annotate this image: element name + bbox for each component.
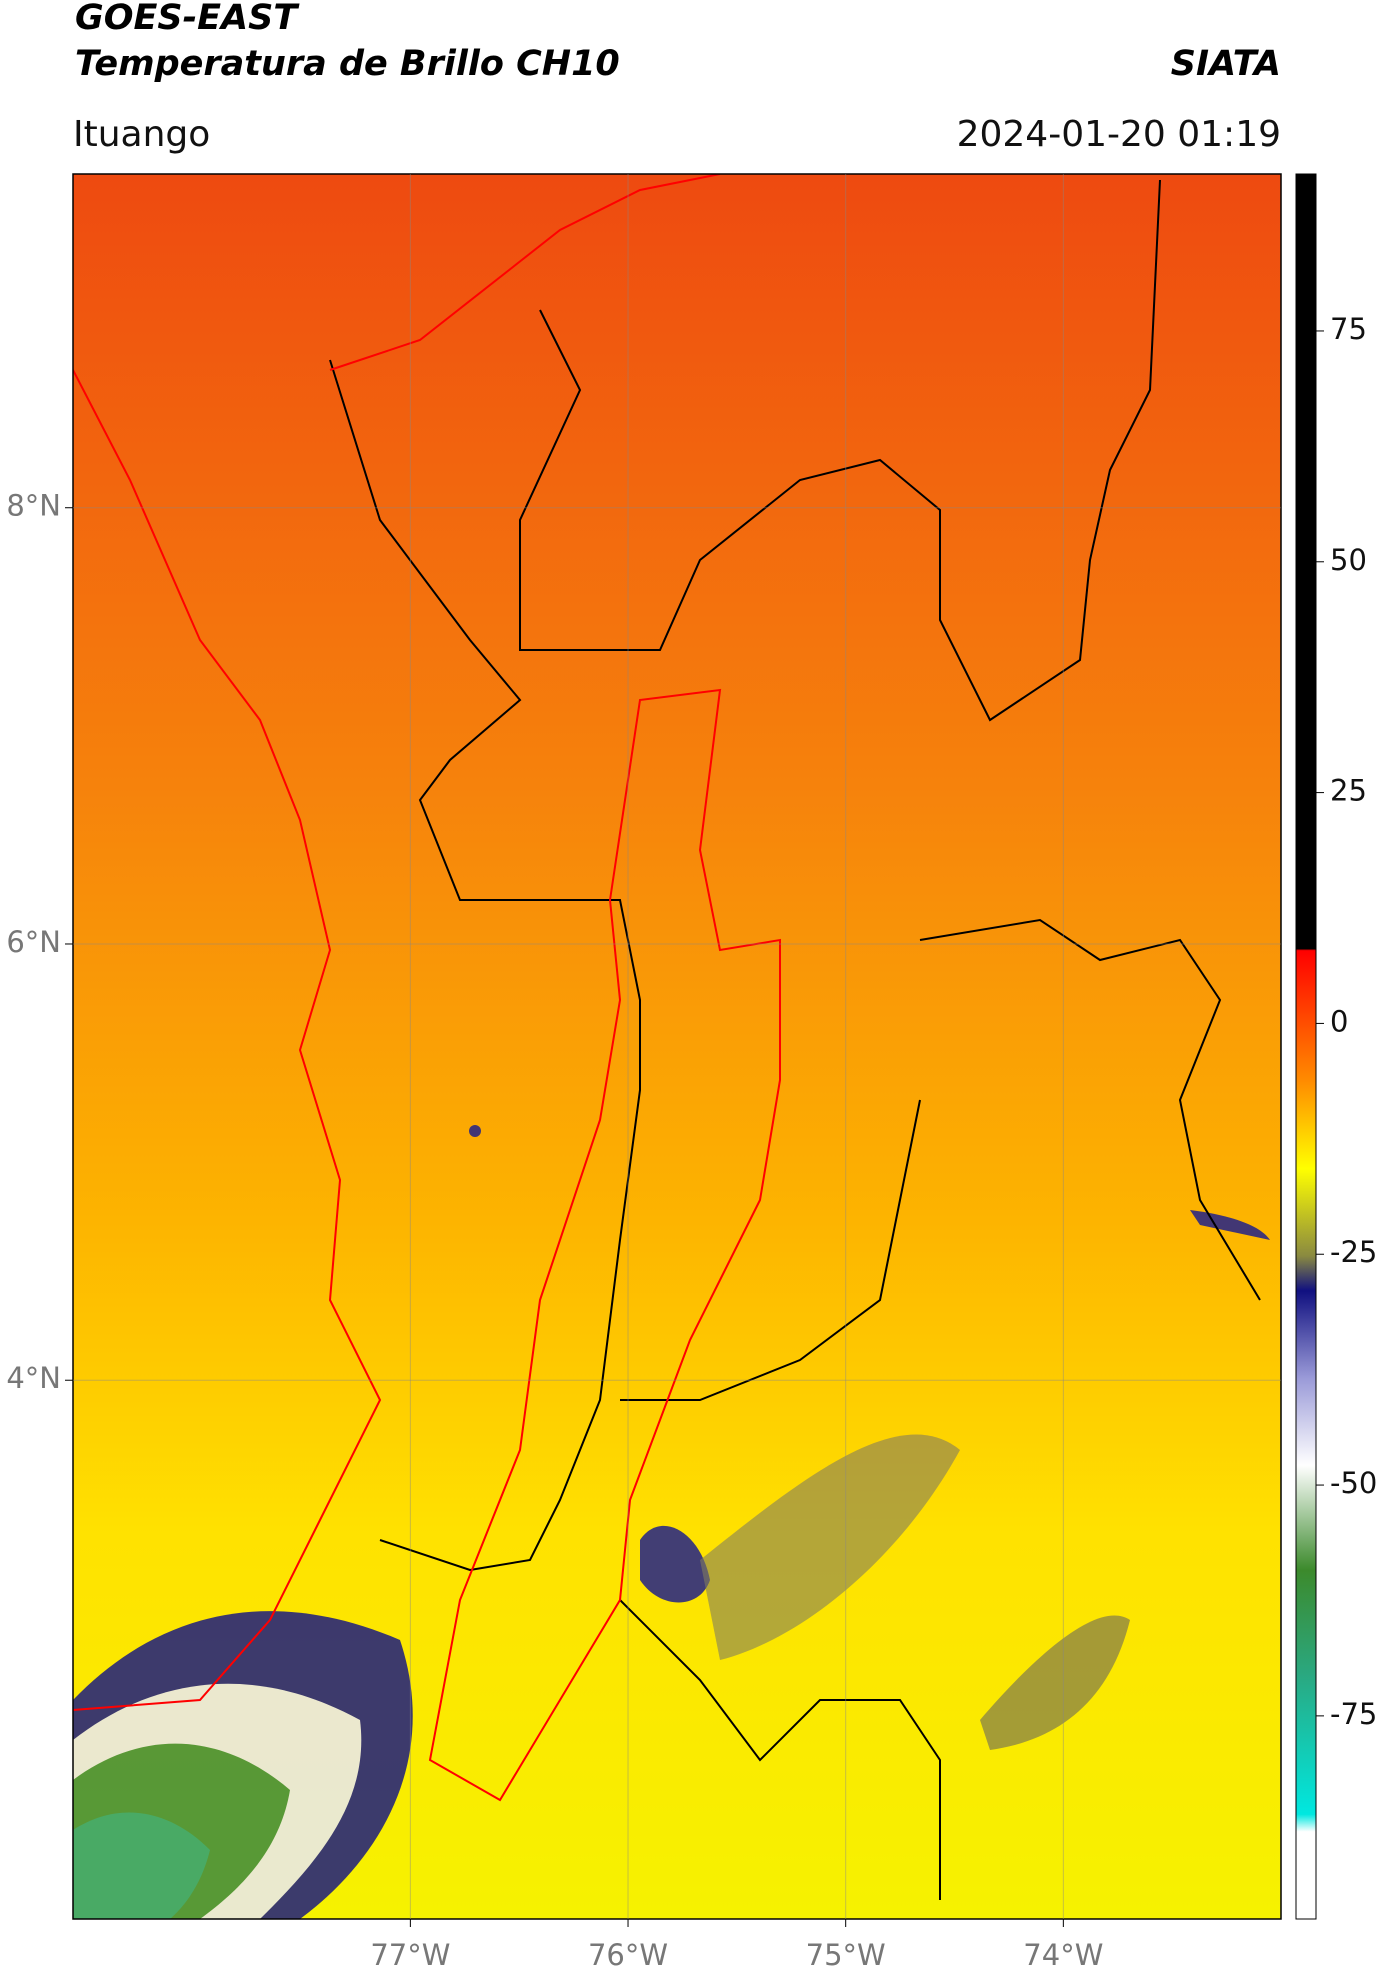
x-tick-label: 77°W (370, 1938, 450, 1972)
brand: SIATA (1171, 44, 1281, 84)
colorbar (1295, 173, 1317, 1920)
colorbar-tick-label: -75 (1330, 1697, 1377, 1731)
map (73, 174, 1281, 1919)
x-tick-label: 75°W (806, 1938, 886, 1972)
boundaries (329, 179, 1261, 1900)
colorbar-tick-label: -25 (1330, 1235, 1377, 1269)
x-tick-label: 76°W (588, 1938, 668, 1972)
y-tick-label: 8°N (6, 489, 61, 523)
colorbar-tick-label: -50 (1330, 1466, 1377, 1500)
x-tick-label: 74°W (1023, 1938, 1103, 1972)
location: Ituango (73, 114, 210, 155)
y-tick-label: 4°N (6, 1361, 61, 1395)
y-tick-label: 6°N (6, 925, 61, 959)
cloud-features (73, 1125, 1270, 1919)
map-frame (72, 173, 1282, 1920)
datetime: 2024-01-20 01:19 (957, 114, 1281, 155)
coastline (73, 174, 781, 1802)
colorbar-tick-label: 0 (1330, 1004, 1348, 1038)
title: GOES-EAST (75, 0, 300, 38)
colorbar-tick-label: 50 (1330, 543, 1367, 577)
title: Temperatura de Brillo CH10 (75, 44, 620, 84)
colorbar-tick-label: 25 (1330, 774, 1367, 808)
colorbar-tick-label: 75 (1330, 312, 1367, 346)
